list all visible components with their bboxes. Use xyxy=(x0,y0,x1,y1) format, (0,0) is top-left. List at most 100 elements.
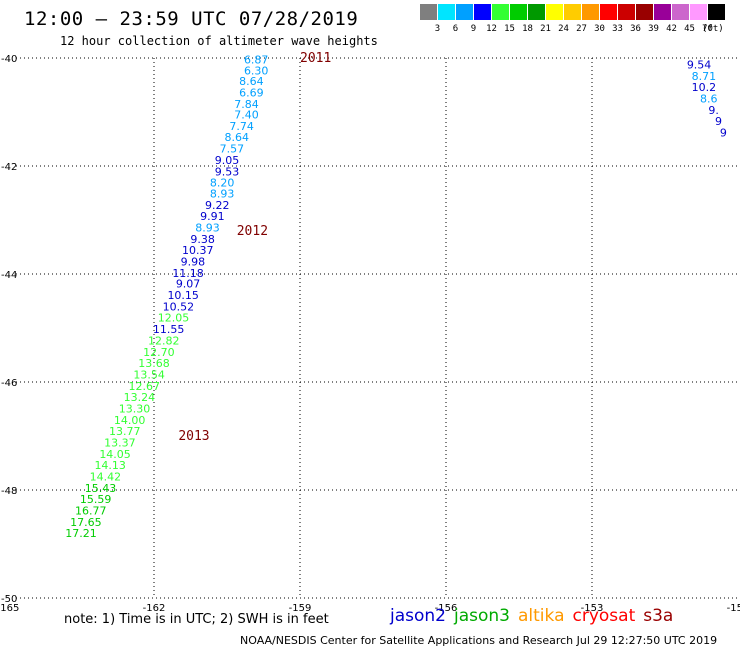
wave-height-point: 12.05 xyxy=(158,312,190,325)
wave-height-point: 9.07 xyxy=(176,278,201,291)
wave-height-point: 7.57 xyxy=(220,143,245,156)
wave-height-point: 9.05 xyxy=(215,154,240,167)
satellite-jason2: jason2 xyxy=(390,606,446,626)
legend-label: 6 xyxy=(452,24,459,34)
wave-height-point: 9.91 xyxy=(200,210,225,223)
wave-height-point: 12.67 xyxy=(129,380,161,393)
time-label: 2011 xyxy=(300,51,331,66)
wave-height-point: 15.43 xyxy=(85,482,117,495)
legend-swatch xyxy=(600,4,617,20)
wave-height-point: 17.21 xyxy=(65,527,97,540)
legend-label: 45 xyxy=(684,24,695,34)
legend-unit: (ft) xyxy=(702,24,724,34)
wave-height-point: 8.64 xyxy=(224,131,249,144)
wave-height-point: 9.53 xyxy=(215,165,240,178)
time-label: 2013 xyxy=(178,429,209,444)
legend-swatch xyxy=(438,4,455,20)
legend-swatch xyxy=(690,4,707,20)
legend-label: 21 xyxy=(540,24,551,34)
legend-label: 70 xyxy=(702,24,713,34)
wave-height-point: 14.13 xyxy=(94,459,126,472)
wave-height-point: 15.59 xyxy=(80,493,112,506)
time-label: 2012 xyxy=(237,224,268,239)
legend-label: 27 xyxy=(576,24,587,34)
legend-swatch xyxy=(618,4,635,20)
wave-height-point: 9 xyxy=(715,115,722,128)
wave-height-point: 6.30 xyxy=(244,64,269,77)
wave-height-point: 17.65 xyxy=(70,516,102,529)
x-tick-label: -153 xyxy=(581,603,604,614)
chart-title: 12:00 – 23:59 UTC 07/28/2019 xyxy=(24,8,359,30)
x-tick-label: -165 xyxy=(0,603,19,614)
legend-swatch xyxy=(708,4,725,20)
wave-height-point: 13.37 xyxy=(104,436,136,449)
y-tick-label: -48 xyxy=(1,486,17,497)
legend-swatch xyxy=(456,4,473,20)
wave-height-point: 6.69 xyxy=(239,87,264,100)
wave-height-point: 13.30 xyxy=(119,402,151,415)
wave-height-point: 12.70 xyxy=(143,346,175,359)
x-tick-label: -162 xyxy=(143,603,166,614)
wave-height-point: 10.37 xyxy=(182,244,214,257)
legend-swatch xyxy=(510,4,527,20)
wave-height-point: 11.18 xyxy=(172,267,204,280)
credit-line: NOAA/NESDIS Center for Satellite Applica… xyxy=(240,634,718,647)
wave-height-point: 10.52 xyxy=(163,300,195,313)
wave-height-point: 7.74 xyxy=(229,120,254,133)
wave-height-point: 8.20 xyxy=(210,177,235,190)
legend-label: 12 xyxy=(486,24,497,34)
y-tick-label: -40 xyxy=(1,54,17,65)
wave-height-point: 11.55 xyxy=(153,323,185,336)
wave-height-point: 14.00 xyxy=(114,414,146,427)
wave-height-point: 13.68 xyxy=(138,357,170,370)
legend-label: 18 xyxy=(522,24,533,34)
wave-height-point: 14.05 xyxy=(99,448,131,461)
chart-subtitle: 12 hour collection of altimeter wave hei… xyxy=(60,34,378,48)
wave-height-point: 14.42 xyxy=(90,471,122,484)
wave-height-point: 7.40 xyxy=(234,109,259,122)
legend-swatch xyxy=(672,4,689,20)
wave-height-point: 9.54 xyxy=(687,58,712,71)
x-tick-label: -156 xyxy=(435,603,458,614)
y-tick-label: -50 xyxy=(1,594,17,605)
satellite-cryosat: cryosat xyxy=(572,606,636,626)
legend-swatch xyxy=(420,4,437,20)
legend-swatch xyxy=(636,4,653,20)
wave-height-point: 9. xyxy=(708,104,719,117)
legend-label: 3 xyxy=(434,24,441,34)
wave-height-point: 8.64 xyxy=(239,75,264,88)
wave-height-point: 10.15 xyxy=(167,289,199,302)
wave-height-point: 16.77 xyxy=(75,505,107,518)
wave-height-point: 13.54 xyxy=(133,368,165,381)
legend-label: 15 xyxy=(504,24,515,34)
legend-swatch xyxy=(474,4,491,20)
y-tick-label: -46 xyxy=(1,378,17,389)
legend-swatch xyxy=(528,4,545,20)
wave-height-point: 9 xyxy=(720,127,727,140)
wave-height-point: 8.93 xyxy=(210,188,235,201)
wave-height-point: 9.22 xyxy=(205,199,230,212)
legend-label: 36 xyxy=(630,24,641,34)
wave-height-point: 6.87 xyxy=(244,54,269,67)
legend-swatch xyxy=(492,4,509,20)
wave-height-point: 13.77 xyxy=(109,425,141,438)
footer-note: note: 1) Time is in UTC; 2) SWH is in fe… xyxy=(64,612,329,627)
legend-swatch xyxy=(654,4,671,20)
wave-height-point: 8.6 xyxy=(700,93,718,106)
legend-swatch xyxy=(546,4,563,20)
wave-height-point: 8.71 xyxy=(692,70,717,83)
wave-height-point: 9.98 xyxy=(181,256,206,269)
satellite-legend: jason2 jason3 altika cryosat s3a xyxy=(390,606,681,626)
wave-height-point: 10.2 xyxy=(692,81,717,94)
wave-height-point: 9.38 xyxy=(190,233,215,246)
wave-height-point: 8.93 xyxy=(195,222,220,235)
legend-label: 9 xyxy=(470,24,477,34)
legend-label: 39 xyxy=(648,24,659,34)
legend-label: 42 xyxy=(666,24,677,34)
legend-label: 30 xyxy=(594,24,605,34)
wave-height-point: 12.82 xyxy=(148,334,180,347)
satellite-s3a: s3a xyxy=(643,606,674,626)
x-tick-label: -159 xyxy=(289,603,312,614)
wave-height-point: 13.24 xyxy=(124,391,156,404)
